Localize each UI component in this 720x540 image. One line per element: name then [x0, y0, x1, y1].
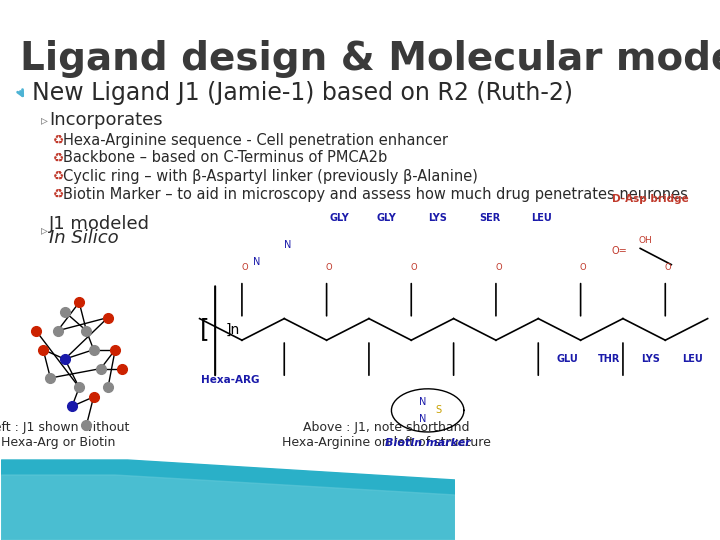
Text: ▹: ▹: [40, 223, 48, 237]
Text: Incorporates: Incorporates: [50, 111, 163, 129]
Text: ♻: ♻: [53, 152, 64, 165]
Text: GLY: GLY: [377, 213, 396, 224]
Text: LYS: LYS: [641, 354, 660, 364]
Text: Left : J1 shown without
Hexa-Arg or Biotin: Left : J1 shown without Hexa-Arg or Biot…: [0, 421, 130, 449]
Text: THR: THR: [598, 354, 621, 364]
Text: O: O: [580, 263, 587, 272]
Text: ♻: ♻: [53, 133, 64, 146]
Text: LEU: LEU: [682, 354, 703, 364]
Polygon shape: [1, 460, 455, 540]
Text: D-Asp bridge: D-Asp bridge: [612, 194, 689, 205]
Text: N: N: [419, 397, 426, 407]
Text: Biotin Marker – to aid in microscopy and assess how much drug penetrates neurone: Biotin Marker – to aid in microscopy and…: [63, 186, 688, 201]
Text: O: O: [241, 263, 248, 272]
Text: ▹: ▹: [40, 113, 48, 127]
Text: ♻: ♻: [53, 187, 64, 200]
Text: O: O: [326, 263, 333, 272]
Text: LEU: LEU: [531, 213, 552, 224]
Text: Biotin marker: Biotin marker: [385, 437, 470, 448]
Text: Backbone – based on C-Terminus of PMCA2b: Backbone – based on C-Terminus of PMCA2b: [63, 151, 387, 165]
Text: Above : J1, note shorthand
Hexa-Arginine on left of structure: Above : J1, note shorthand Hexa-Arginine…: [282, 421, 490, 449]
Text: SER: SER: [480, 213, 500, 224]
Text: ♻: ♻: [53, 170, 64, 183]
Text: N: N: [284, 240, 292, 251]
Text: Hexa-Arginine sequence - Cell penetration enhancer: Hexa-Arginine sequence - Cell penetratio…: [63, 132, 448, 147]
Text: N: N: [419, 414, 426, 423]
Polygon shape: [1, 475, 455, 540]
Text: Ligand design & Molecular modeling: Ligand design & Molecular modeling: [20, 40, 720, 78]
Text: S: S: [435, 406, 441, 415]
Text: LYS: LYS: [428, 213, 448, 224]
Text: J1 modeled: J1 modeled: [50, 215, 150, 233]
Text: OH: OH: [639, 236, 652, 245]
Text: GLU: GLU: [557, 354, 579, 364]
Text: [: [: [199, 318, 210, 341]
Text: GLY: GLY: [330, 213, 349, 224]
Text: In Silico: In Silico: [50, 229, 119, 247]
Text: N: N: [253, 256, 261, 267]
Text: New Ligand J1 (Jamie-1) based on R2 (Ruth-2): New Ligand J1 (Jamie-1) based on R2 (Rut…: [32, 81, 572, 105]
Text: ]n: ]n: [225, 322, 240, 336]
Text: Hexa-ARG: Hexa-ARG: [202, 375, 260, 386]
Text: O: O: [665, 263, 671, 272]
Text: Cyclic ring – with β-Aspartyl linker (previously β-Alanine): Cyclic ring – with β-Aspartyl linker (pr…: [63, 168, 477, 184]
Text: O: O: [410, 263, 417, 272]
Text: O=: O=: [611, 246, 627, 256]
Text: O: O: [495, 263, 502, 272]
